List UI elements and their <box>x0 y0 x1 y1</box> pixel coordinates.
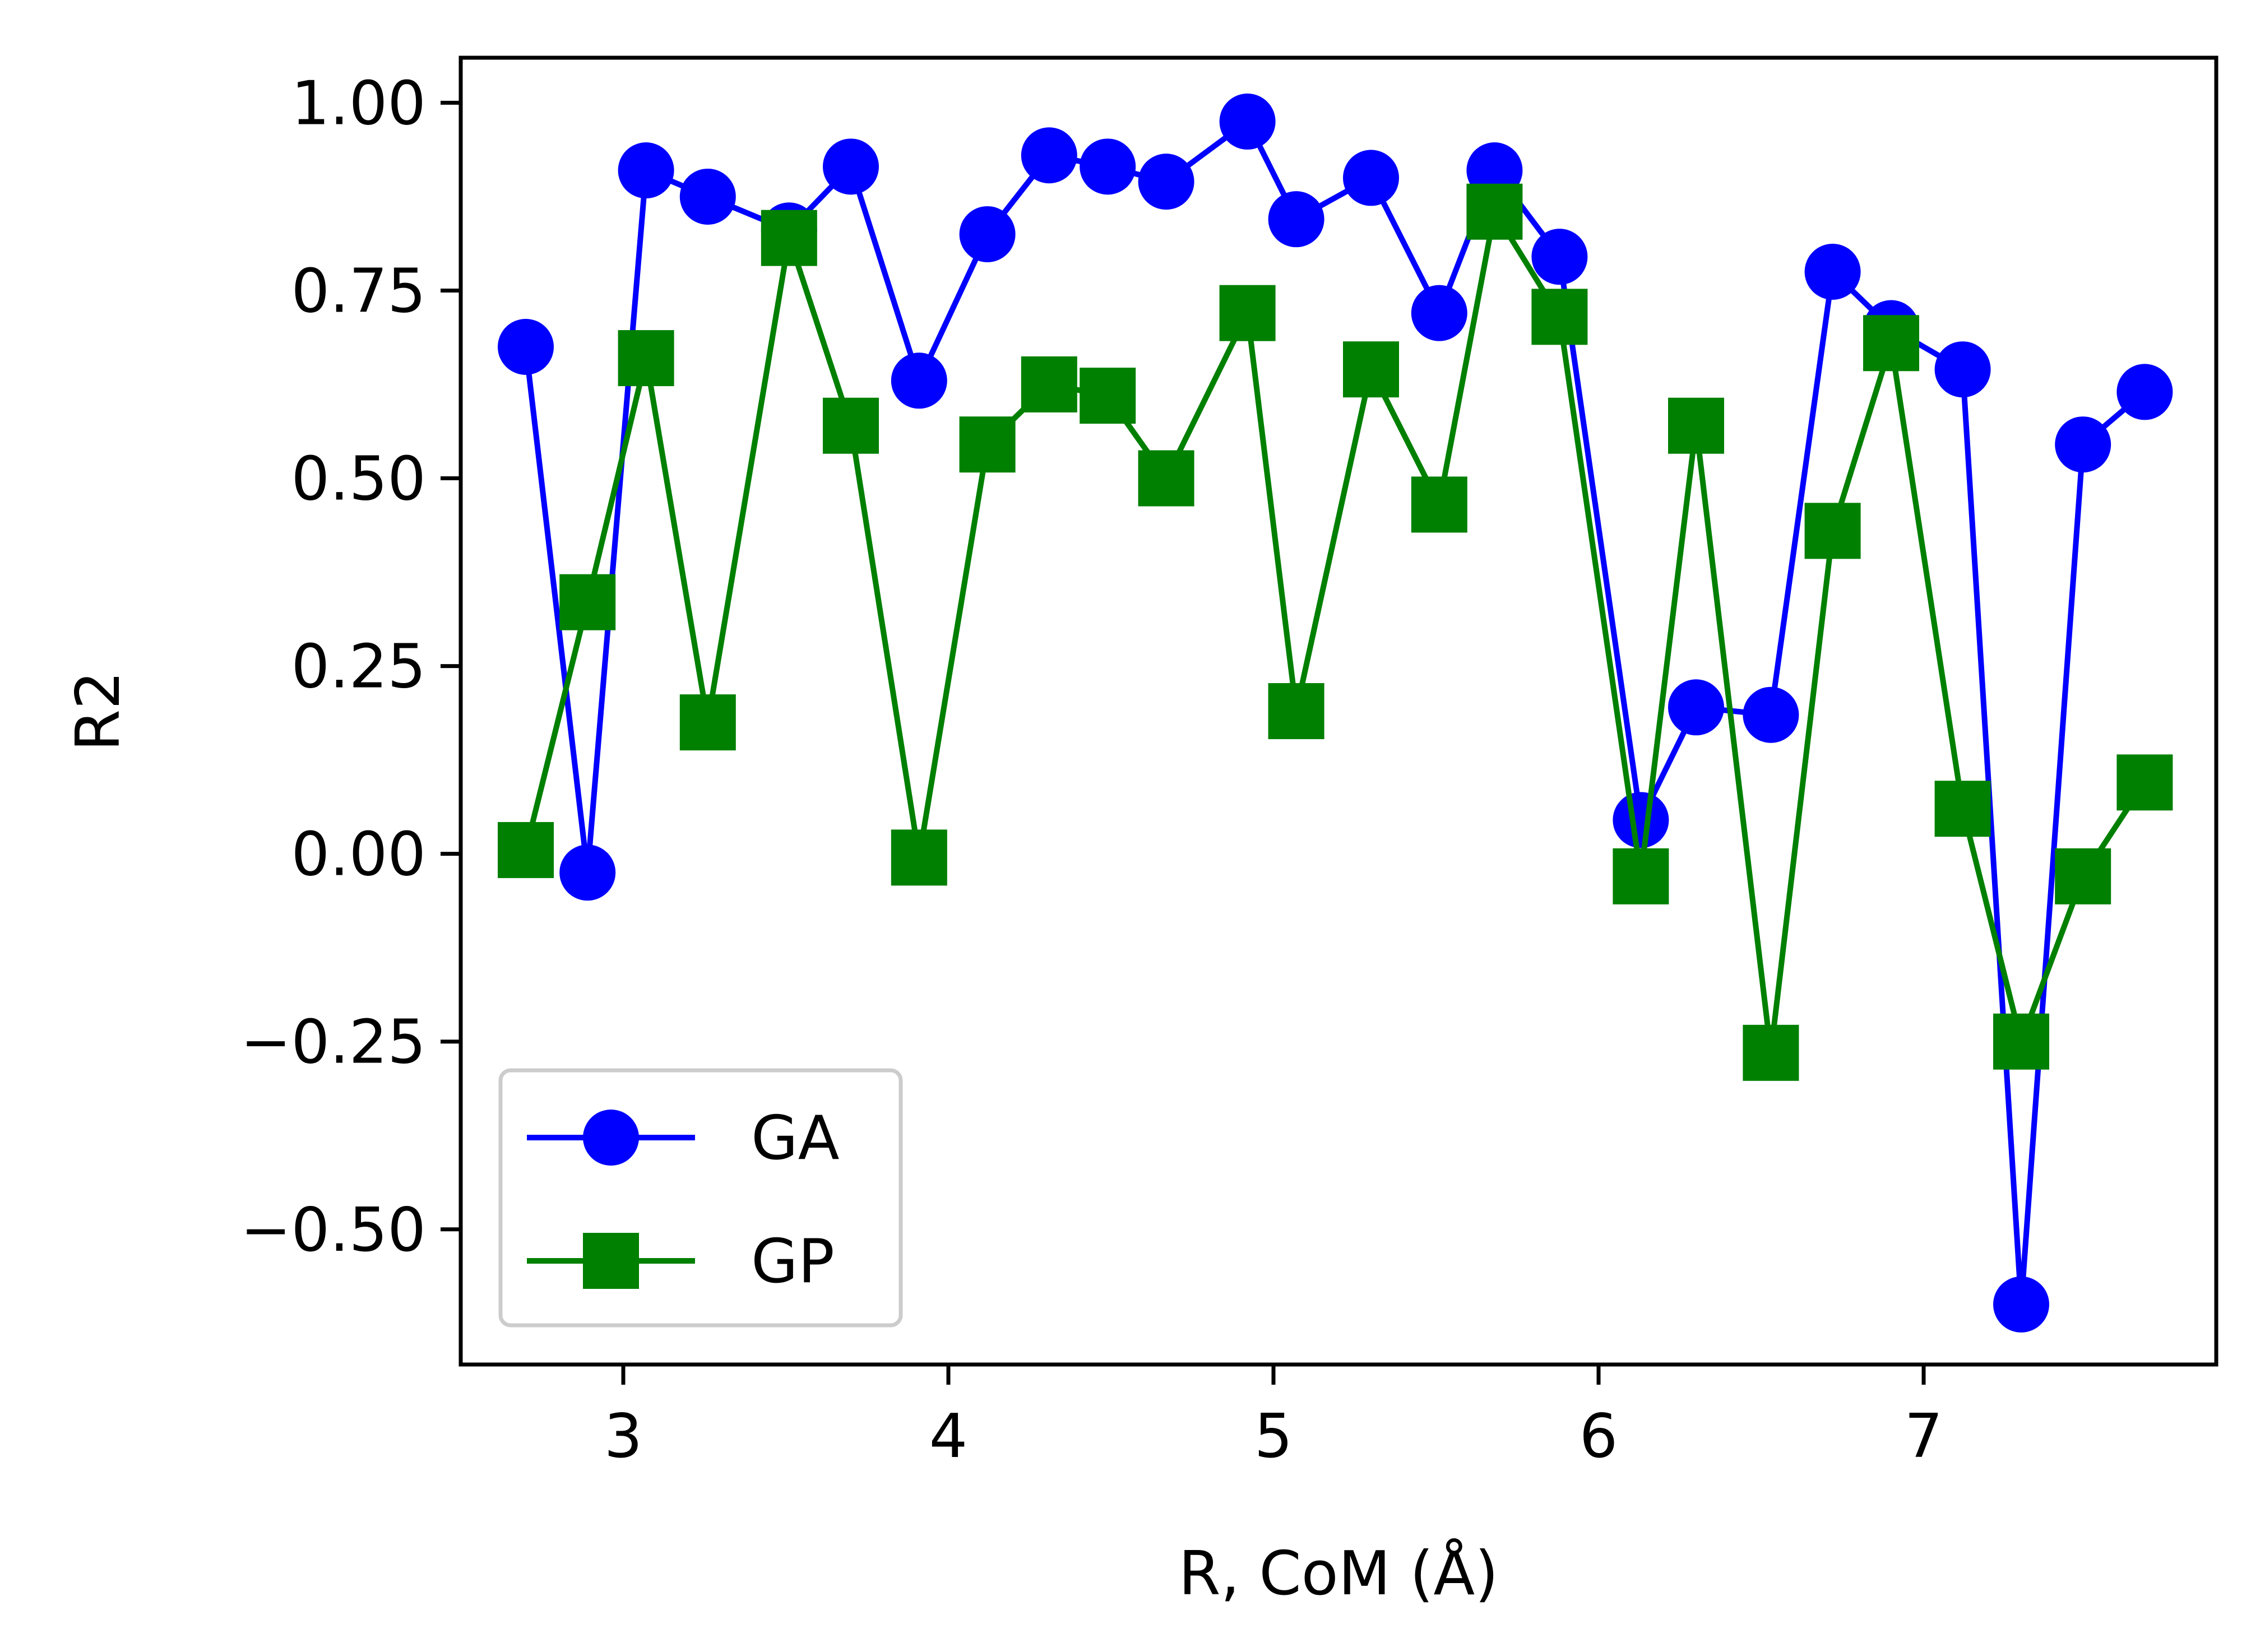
data-point <box>618 330 674 387</box>
data-point <box>1531 229 1588 285</box>
legend-entry: GA <box>527 1103 840 1173</box>
x-tick-label: 6 <box>1580 1402 1618 1472</box>
y-tick-label: 0.75 <box>291 256 426 326</box>
legend-marker <box>583 1233 639 1289</box>
y-tick-label: 0.25 <box>291 632 426 702</box>
data-point <box>1934 341 1991 398</box>
data-point <box>1668 397 1724 454</box>
data-point <box>959 206 1016 262</box>
series-gp <box>498 183 2173 1081</box>
data-point <box>1138 154 1194 210</box>
y-axis-ticks: 1.00 0.75 0.50 0.25 0.00 −0.25 −0.50 <box>240 68 461 1265</box>
data-point <box>823 397 879 454</box>
axes-frame <box>458 55 2218 1367</box>
y-tick-label: −0.25 <box>240 1008 426 1078</box>
data-point <box>823 138 879 195</box>
plot-area <box>498 93 2173 1333</box>
data-point <box>1993 1013 2049 1070</box>
y-tick-label: 0.00 <box>291 820 426 890</box>
data-point <box>1743 686 1799 743</box>
data-point <box>2055 848 2111 904</box>
data-point <box>1138 450 1194 507</box>
data-point <box>1219 285 1276 341</box>
data-point <box>1268 683 1324 739</box>
x-tick-label: 7 <box>1905 1402 1943 1472</box>
data-point <box>1219 93 1276 150</box>
y-tick-label: −0.50 <box>240 1195 426 1265</box>
data-point <box>1863 315 1919 372</box>
data-point <box>761 210 817 266</box>
data-point <box>2116 754 2173 811</box>
x-axis-label: R, CoM (Å) <box>1179 1538 1499 1609</box>
data-point <box>891 829 947 886</box>
data-point <box>2055 416 2111 473</box>
x-tick-label: 4 <box>929 1402 968 1472</box>
series-line <box>523 208 2147 1056</box>
data-point <box>1411 285 1467 341</box>
legend-entry: GP <box>527 1227 835 1297</box>
data-point <box>498 822 554 878</box>
data-point <box>1668 679 1724 736</box>
legend-box <box>498 1068 903 1328</box>
data-point <box>1993 1276 2049 1333</box>
legend: GA GP <box>498 1068 903 1328</box>
data-point <box>498 318 554 375</box>
data-point <box>1021 127 1077 184</box>
legend-label: GA <box>751 1103 840 1173</box>
x-tick-label: 3 <box>604 1402 643 1472</box>
data-point <box>1021 356 1077 412</box>
y-tick-label: 1.00 <box>291 68 426 138</box>
data-point <box>679 168 736 225</box>
legend-marker <box>583 1110 639 1166</box>
data-point <box>679 694 736 751</box>
data-point <box>1466 183 1523 240</box>
data-point <box>618 142 674 199</box>
data-point <box>1531 289 1588 345</box>
data-point <box>1613 848 1669 904</box>
data-point <box>1343 341 1399 398</box>
data-point <box>1743 1024 1799 1081</box>
data-point <box>2116 364 2173 420</box>
x-tick-label: 5 <box>1254 1402 1293 1472</box>
data-point <box>559 844 616 901</box>
data-point <box>1080 138 1136 195</box>
data-point <box>1613 792 1669 848</box>
data-point <box>1080 368 1136 424</box>
y-axis-label: R2 <box>63 671 133 751</box>
data-point <box>891 352 947 409</box>
data-point <box>959 416 1016 473</box>
data-point <box>1411 476 1467 533</box>
y-tick-label: 0.50 <box>291 444 426 514</box>
data-point <box>559 574 616 630</box>
data-point <box>1934 781 1991 837</box>
legend-label: GP <box>751 1227 835 1297</box>
data-point <box>1343 150 1399 206</box>
data-point <box>1804 243 1861 300</box>
series-ga <box>498 93 2173 1333</box>
x-axis-ticks: 3 4 5 6 7 <box>604 1365 1943 1472</box>
data-point <box>1804 503 1861 559</box>
data-point <box>1268 191 1324 248</box>
